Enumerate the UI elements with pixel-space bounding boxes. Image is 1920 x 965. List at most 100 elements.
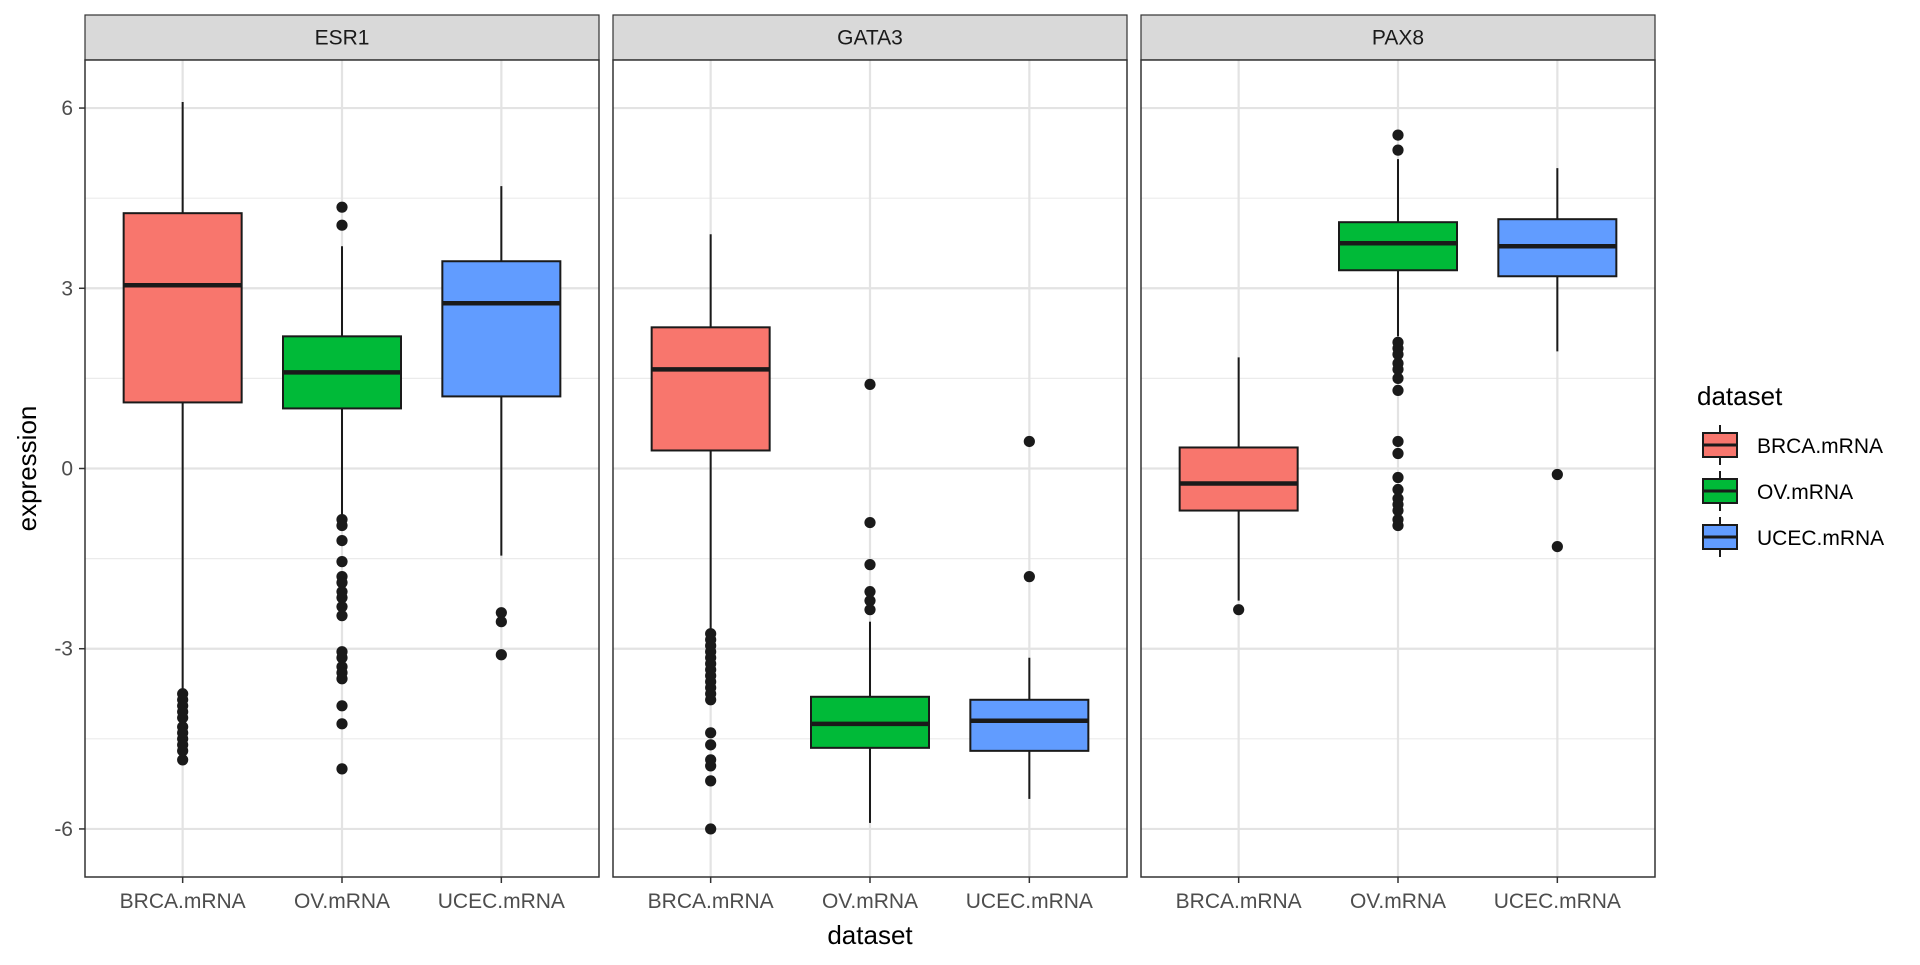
outlier-point: [336, 534, 348, 547]
box-brca-mrna: [1178, 357, 1299, 616]
outlier-point: [1392, 144, 1404, 156]
y-axis-title: expression: [12, 406, 42, 532]
box-iqr: [122, 212, 243, 404]
box-ucec-mrna: [969, 435, 1090, 799]
outlier-point: [864, 559, 876, 571]
outlier-point: [177, 745, 189, 757]
outlier-point: [1392, 435, 1404, 448]
facet-label: ESR1: [315, 27, 370, 50]
outlier-point: [336, 763, 348, 775]
panel-esr1: ESR1 BRCA.mRNA OV.mRNA UCEC.mRNA: [84, 14, 600, 913]
box-ov-mrna: [810, 378, 930, 823]
outlier-point: [336, 577, 348, 589]
outlier-point: [336, 219, 348, 231]
outlier-point: [336, 556, 348, 568]
y-tick-label: 0: [61, 458, 73, 481]
box-brca-mrna: [650, 234, 771, 835]
box-ov-mrna: [1338, 129, 1458, 532]
panel-border: [612, 59, 1128, 878]
legend-layer: dataset BRCA.mRNA OV.mRNA UCEC.mRNA: [1697, 381, 1884, 557]
box-iqr: [441, 260, 562, 398]
y-tick-label: 6: [61, 97, 73, 120]
facet-label: PAX8: [1372, 27, 1424, 50]
outlier-point: [1392, 384, 1404, 397]
outlier-point: [336, 673, 348, 685]
x-tick-label: UCEC.mRNA: [438, 890, 565, 913]
box-brca-mrna: [122, 102, 243, 766]
outlier-point: [336, 610, 348, 622]
box-ucec-mrna: [1497, 168, 1618, 553]
outlier-point: [336, 652, 348, 664]
outlier-point: [705, 727, 717, 739]
box-ov-mrna: [282, 201, 402, 775]
outlier-point: [336, 718, 348, 730]
legend-key-ucec-mrna: [1702, 517, 1738, 557]
outlier-point: [495, 607, 507, 619]
box-iqr: [1338, 221, 1458, 272]
outlier-point: [705, 823, 717, 835]
outlier-point: [1392, 504, 1404, 517]
outlier-point: [1392, 471, 1404, 484]
x-tick-label: BRCA.mRNA: [648, 890, 774, 913]
y-tick-label: 3: [61, 277, 73, 300]
panel-border: [1140, 59, 1656, 878]
outlier-point: [1392, 483, 1404, 496]
outlier-point: [1551, 468, 1563, 481]
x-tick-label: BRCA.mRNA: [120, 890, 246, 913]
outlier-point: [1392, 447, 1404, 460]
outlier-point: [1392, 363, 1404, 375]
panel-gata3: GATA3 BRCA.mRNA OV.mRNA UCEC.mRNA: [612, 14, 1128, 913]
outlier-point: [864, 604, 876, 616]
outlier-point: [495, 649, 507, 661]
x-axis-title: dataset: [827, 920, 913, 950]
outlier-point: [1023, 571, 1035, 583]
outlier-point: [1392, 519, 1404, 532]
outlier-point: [336, 700, 348, 712]
legend-label: BRCA.mRNA: [1757, 435, 1883, 458]
outlier-point: [1392, 348, 1404, 360]
box-iqr: [650, 326, 771, 452]
outlier-point: [177, 754, 189, 766]
legend-key-ov-mrna: [1702, 471, 1738, 511]
box-iqr: [969, 698, 1090, 752]
outlier-point: [1233, 604, 1245, 616]
x-tick-label: UCEC.mRNA: [1494, 890, 1621, 913]
outlier-point: [864, 378, 876, 390]
facet-strip: [1140, 14, 1656, 61]
legend-label: UCEC.mRNA: [1757, 527, 1884, 550]
x-tick-label: OV.mRNA: [1350, 890, 1446, 913]
outlier-point: [495, 616, 507, 628]
x-tick-label: OV.mRNA: [294, 890, 390, 913]
legend-label: OV.mRNA: [1757, 481, 1853, 504]
axes-layer: -6 -3 0 3 6 dataset expression: [12, 97, 913, 950]
outlier-point: [336, 201, 348, 213]
panel-pax8: PAX8 BRCA.mRNA OV.mRNA UCEC.mRNA: [1140, 14, 1656, 913]
outlier-point: [705, 775, 717, 787]
outlier-point: [1392, 372, 1404, 384]
y-tick-label: -6: [54, 818, 73, 841]
legend-title: dataset: [1697, 381, 1783, 411]
x-tick-label: OV.mRNA: [822, 890, 918, 913]
y-tick-label: -3: [54, 638, 73, 661]
legend-key-brca-mrna: [1702, 425, 1738, 465]
outlier-point: [1551, 540, 1563, 553]
panels-layer: ESR1 BRCA.mRNA OV.mRNA UCEC.mRNA GATA3 BRCA.m…: [84, 14, 1656, 913]
outlier-point: [1023, 435, 1035, 448]
outlier-point: [177, 712, 189, 724]
x-tick-label: BRCA.mRNA: [1176, 890, 1302, 913]
outlier-point: [705, 760, 717, 772]
facet-label: GATA3: [837, 27, 903, 50]
outlier-point: [336, 601, 348, 613]
box-ucec-mrna: [441, 186, 562, 661]
facet-strip: [84, 14, 600, 61]
outlier-point: [336, 592, 348, 604]
box-iqr: [1178, 446, 1299, 512]
outlier-point: [864, 595, 876, 607]
facet-strip: [612, 14, 1128, 61]
outlier-point: [1392, 129, 1404, 141]
outlier-point: [864, 586, 876, 598]
outlier-point: [705, 739, 717, 751]
outlier-point: [705, 694, 717, 706]
